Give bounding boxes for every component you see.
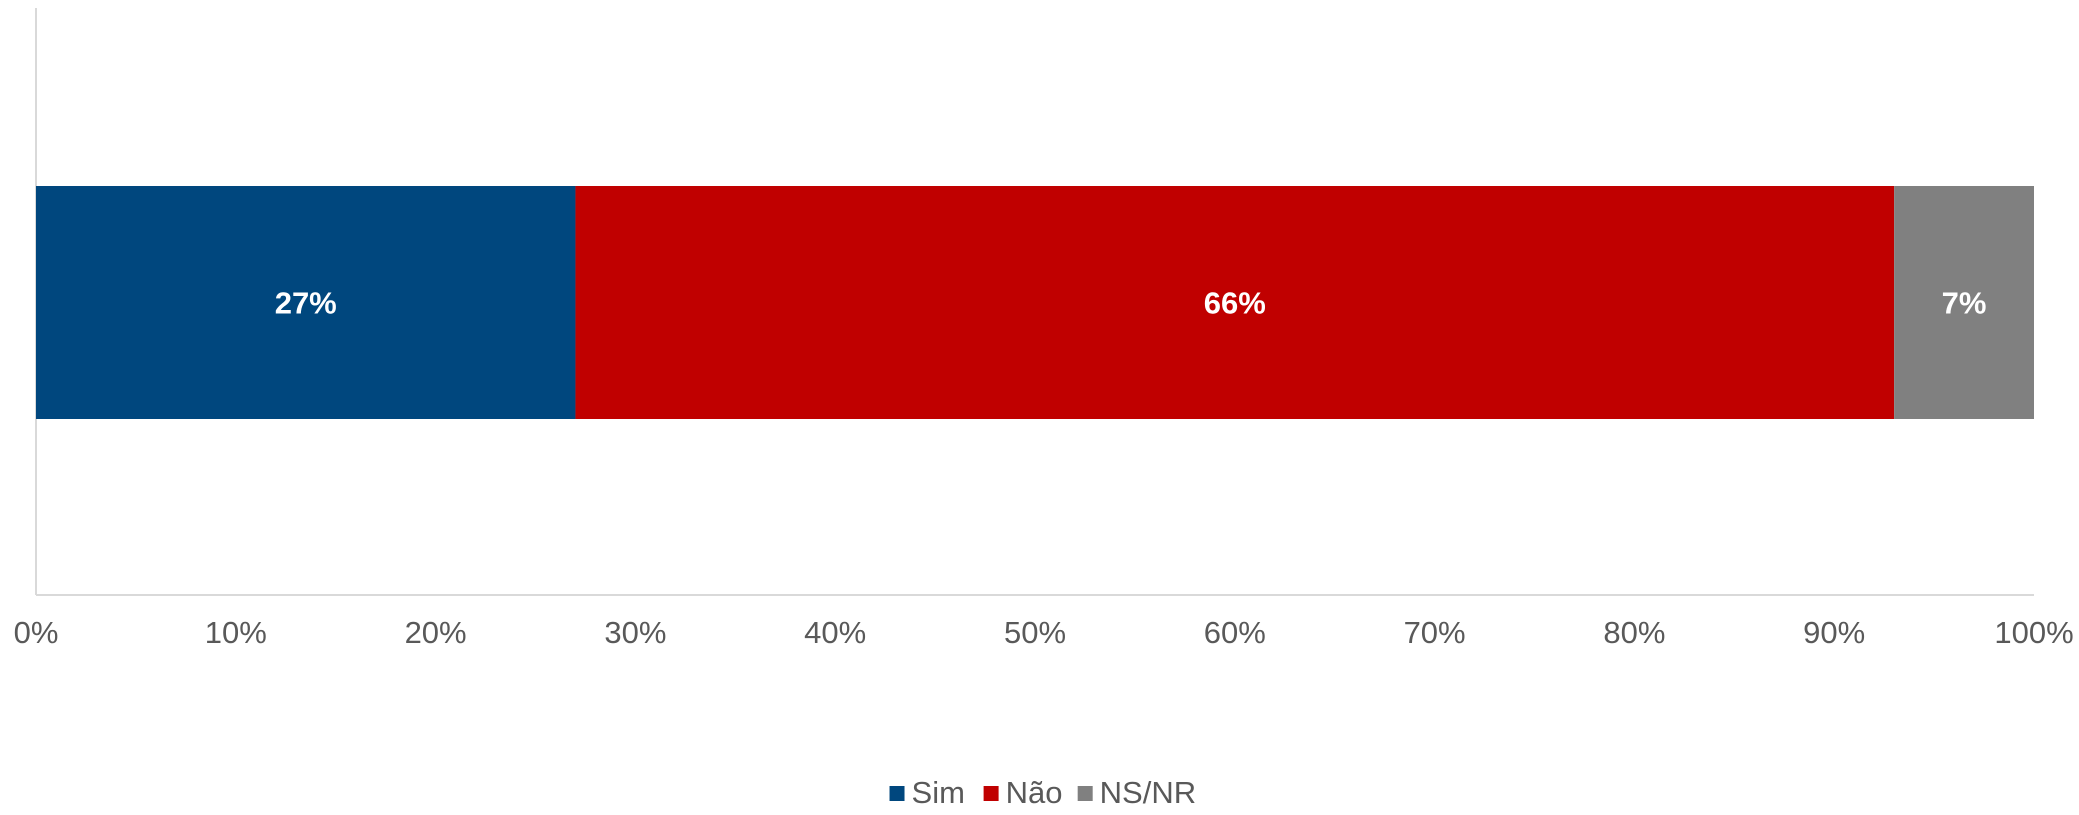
- bar-segment-sim: [36, 186, 576, 419]
- bar-segment-ns-nr: [1894, 186, 2034, 419]
- x-tick-label: 100%: [1994, 615, 2073, 650]
- legend-label: NS/NR: [1100, 775, 1196, 810]
- data-label: 7%: [1942, 286, 1987, 321]
- x-tick-label: 70%: [1404, 615, 1466, 650]
- x-axis-tick-labels: 0% 10% 20% 30% 40% 50% 60% 70% 80% 90% 100%: [14, 615, 2074, 650]
- data-label: 27%: [275, 286, 337, 321]
- legend-swatch: [1077, 786, 1093, 801]
- legend: Sim Não NS/NR: [889, 775, 1196, 810]
- data-labels: 27% 66% 7%: [275, 286, 1987, 321]
- x-tick-label: 40%: [804, 615, 866, 650]
- data-label: 66%: [1204, 286, 1266, 321]
- x-tick-label: 50%: [1004, 615, 1066, 650]
- x-tick-label: 0%: [14, 615, 59, 650]
- x-tick-label: 80%: [1603, 615, 1665, 650]
- legend-swatch: [983, 786, 999, 801]
- x-tick-label: 10%: [205, 615, 267, 650]
- x-tick-label: 20%: [405, 615, 467, 650]
- x-tick-label: 30%: [604, 615, 666, 650]
- legend-label: Não: [1006, 775, 1063, 810]
- x-tick-label: 90%: [1803, 615, 1865, 650]
- legend-label: Sim: [912, 775, 965, 810]
- legend-swatch: [889, 786, 905, 801]
- x-tick-label: 60%: [1204, 615, 1266, 650]
- bar-segment-n-o: [575, 186, 1895, 419]
- bar-segments: [36, 186, 2034, 419]
